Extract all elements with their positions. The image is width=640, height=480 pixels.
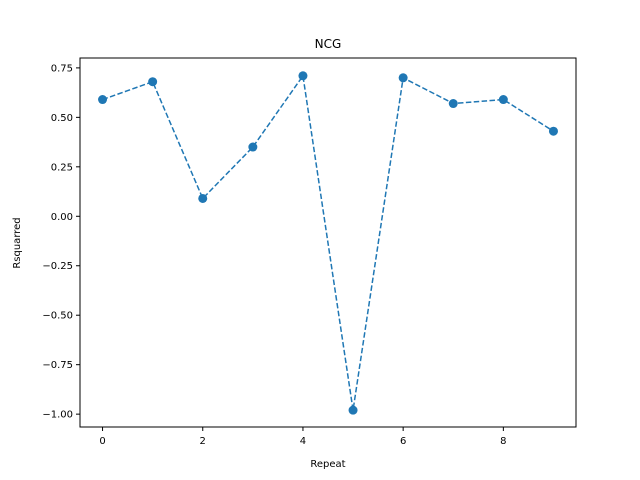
x-tick-label: 4 <box>300 436 306 447</box>
series-layer <box>98 71 558 415</box>
x-tick-label: 8 <box>500 436 506 447</box>
data-point <box>498 95 508 105</box>
y-tick-label: 0.50 <box>51 113 73 124</box>
y-tick-label: 0.75 <box>51 63 73 74</box>
plot-frame <box>79 57 577 428</box>
y-tick-label: 0.25 <box>51 162 73 173</box>
x-tick-label: 0 <box>99 436 105 447</box>
x-tick-label: 6 <box>400 436 406 447</box>
data-point <box>548 126 558 136</box>
chart-title: NCG <box>315 37 342 51</box>
data-point <box>198 193 208 203</box>
y-axis: −1.00 −0.75 −0.50 −0.25 0.00 0.25 0.50 0.75 <box>42 63 80 421</box>
x-tick-label: 2 <box>200 436 206 447</box>
y-tick-label: −0.75 <box>42 360 73 371</box>
data-point <box>398 73 408 83</box>
data-point <box>448 99 458 109</box>
data-point <box>248 142 258 152</box>
data-point <box>148 77 158 87</box>
series-line <box>102 73 554 411</box>
x-axis-label: Repeat <box>310 459 345 470</box>
data-point <box>98 95 108 105</box>
y-tick-label: −1.00 <box>42 410 73 421</box>
y-tick-label: −0.50 <box>42 311 73 322</box>
y-tick-label: 0.00 <box>51 212 73 223</box>
data-point <box>298 71 308 81</box>
y-axis-label: Rsquarred <box>12 217 23 268</box>
x-axis: 0 2 4 6 8 <box>99 427 507 447</box>
y-tick-label: −0.25 <box>42 261 73 272</box>
data-point <box>348 405 358 415</box>
